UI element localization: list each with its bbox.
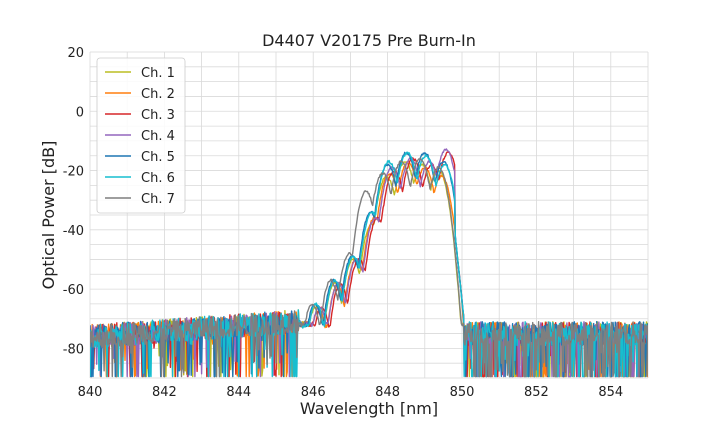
series-group (90, 148, 648, 378)
legend-label: Ch. 4 (141, 129, 175, 144)
x-tick-label: 840 (78, 385, 103, 400)
x-tick-label: 848 (375, 385, 400, 400)
y-tick-label: -60 (63, 283, 84, 298)
x-tick-label: 850 (450, 385, 475, 400)
legend-label: Ch. 1 (141, 66, 175, 81)
legend-label: Ch. 6 (141, 171, 175, 186)
y-axis-label: Optical Power [dB] (39, 141, 58, 290)
x-tick-label: 842 (152, 385, 177, 400)
x-axis-label: Wavelength [nm] (300, 399, 438, 418)
legend-label: Ch. 5 (141, 150, 175, 165)
y-tick-label: -80 (63, 342, 84, 357)
legend: Ch. 1 Ch. 2 Ch. 3 Ch. 4 Ch. 5 Ch. 6 Ch. 7 (96, 57, 186, 214)
y-tick-label: 20 (67, 46, 84, 61)
legend-label: Ch. 7 (141, 192, 175, 207)
x-tick-label: 844 (226, 385, 251, 400)
x-tick-label: 852 (524, 385, 549, 400)
y-tick-label: -20 (63, 165, 84, 180)
y-tick-label: -40 (63, 224, 84, 239)
chart-title: D4407 V20175 Pre Burn-In (262, 31, 476, 50)
legend-box (96, 57, 186, 214)
legend-label: Ch. 2 (141, 87, 175, 102)
legend-label: Ch. 3 (141, 108, 175, 123)
tick-labels: 840 842 844 846 848 850 852 854 20 0 -20 -40 -60 -80 (63, 46, 623, 400)
y-tick-label: 0 (76, 105, 84, 120)
series-line-ch-7 (90, 157, 648, 378)
x-tick-label: 846 (301, 385, 326, 400)
x-tick-label: 854 (598, 385, 623, 400)
